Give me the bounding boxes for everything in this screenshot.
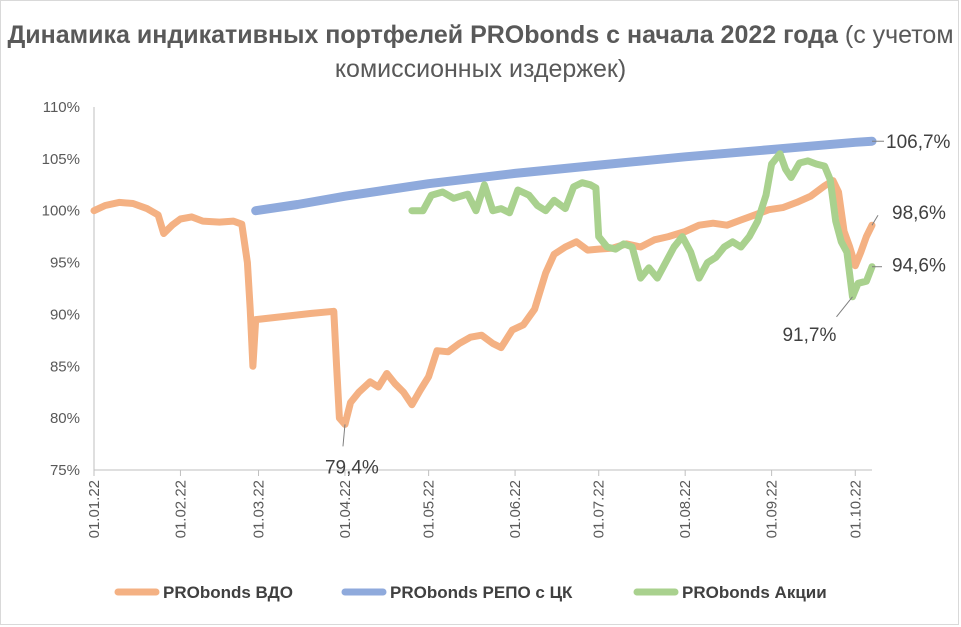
annotation-label: 106,7% xyxy=(886,132,951,153)
chart-title-bold: Динамика индикативных портфелей PRObonds… xyxy=(7,21,838,49)
series-layer xyxy=(90,136,877,428)
x-tick-label: 01.09.22 xyxy=(764,480,781,538)
y-tick-label: 85% xyxy=(50,358,80,375)
series-line-1 xyxy=(90,177,876,428)
x-tick-label: 01.07.22 xyxy=(591,480,608,538)
annotation-label: 91,7% xyxy=(782,325,836,346)
legend: PRObonds ВДО PRObonds РЕПО с ЦК PRObonds А… xyxy=(114,583,827,602)
annotation-leader xyxy=(342,424,346,447)
x-tick-label: 01.02.22 xyxy=(172,480,189,538)
annotation-label: 94,6% xyxy=(892,256,946,277)
x-tick-label: 01.06.22 xyxy=(507,480,524,538)
annotation-leader xyxy=(871,214,879,226)
y-tick-label: 110% xyxy=(43,99,80,116)
legend-label-3: PRObonds Акции xyxy=(682,583,827,602)
chart-title-regular: (с учетом комиссионных издержек) xyxy=(334,21,954,83)
annotation-layer: 106,7% 98,6% 94,6% 91,7% 79,4% xyxy=(325,132,951,478)
y-tick-label: 100% xyxy=(42,203,80,220)
y-tick-label: 90% xyxy=(50,306,80,323)
x-tick-label: 01.08.22 xyxy=(677,480,694,538)
chart-title: Динамика индикативных портфелей PRObonds… xyxy=(0,18,961,86)
x-tick-label: 01.05.22 xyxy=(421,480,438,538)
y-tick-label: 80% xyxy=(50,410,80,427)
axes: 75% 80% 85% 90% 95% 100% 105% 110% 01.01.22 01.02… xyxy=(42,99,872,538)
annotation-leader xyxy=(836,296,853,318)
x-tick-label: 01.10.22 xyxy=(847,480,864,538)
x-tick-label: 01.01.22 xyxy=(86,480,103,538)
series-line-3 xyxy=(408,150,876,301)
y-tick-label: 105% xyxy=(42,151,80,168)
y-tick-label: 95% xyxy=(50,255,80,272)
series-line-2 xyxy=(251,136,877,216)
legend-label-1: PRObonds ВДО xyxy=(163,583,293,602)
x-tick-label: 01.04.22 xyxy=(337,480,354,538)
y-tick-label: 75% xyxy=(50,462,80,479)
legend-label-2: PRObonds РЕПО с ЦК xyxy=(390,583,573,602)
x-tick-label: 01.03.22 xyxy=(251,480,268,538)
annotation-label: 98,6% xyxy=(892,203,946,224)
annotation-label: 79,4% xyxy=(325,457,379,478)
